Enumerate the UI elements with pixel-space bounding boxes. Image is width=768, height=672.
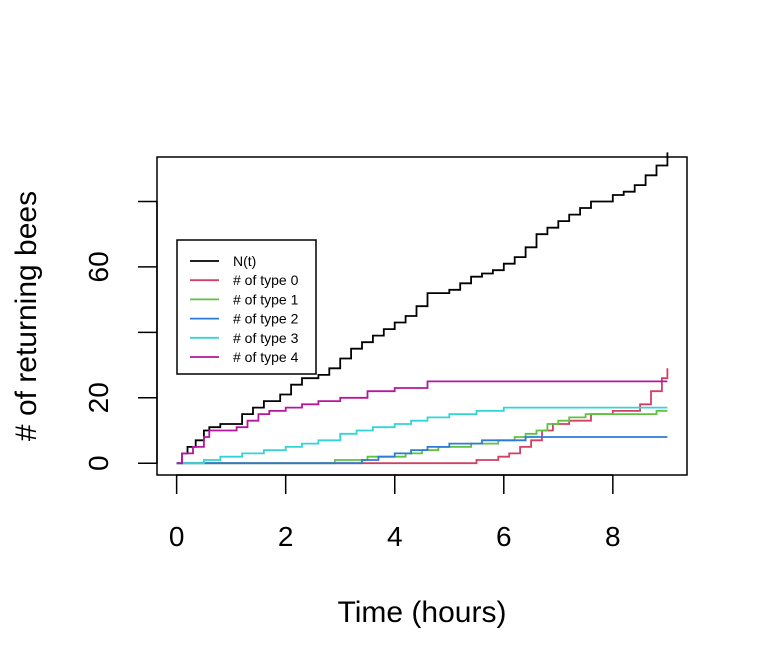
series-line-1 xyxy=(176,368,669,465)
x-tick-label: 0 xyxy=(169,521,185,552)
x-axis: 0 2 4 6 8 xyxy=(169,474,621,552)
legend-box xyxy=(176,239,317,375)
legend-label-0: N(t) xyxy=(233,253,256,269)
legend-label-3: # of type 2 xyxy=(233,311,299,327)
x-tick-label: 6 xyxy=(496,521,512,552)
y-tick-label: 0 xyxy=(83,455,114,471)
x-axis-label: Time (hours) xyxy=(338,596,507,629)
legend-label-1: # of type 0 xyxy=(233,272,299,288)
x-tick-label: 8 xyxy=(605,521,621,552)
y-tick-label: 60 xyxy=(83,251,114,282)
legend-label-2: # of type 1 xyxy=(233,291,299,307)
legend-label-4: # of type 3 xyxy=(233,330,299,346)
y-axis-label: # of returning bees xyxy=(10,191,43,441)
series-line-5 xyxy=(176,380,668,465)
legend: N(t) # of type 0 # of type 1 # of type 2 # o… xyxy=(176,239,317,375)
series-line-2 xyxy=(176,410,668,465)
series-layer xyxy=(176,152,669,465)
series-line-3 xyxy=(176,436,668,465)
series-line-4 xyxy=(176,406,668,465)
x-tick-label: 4 xyxy=(387,521,403,552)
y-axis: 0 20 60 xyxy=(83,200,158,471)
x-tick-label: 2 xyxy=(278,521,294,552)
legend-label-5: # of type 4 xyxy=(233,349,299,365)
y-tick-label: 20 xyxy=(83,382,114,413)
series-line-0 xyxy=(176,152,669,465)
